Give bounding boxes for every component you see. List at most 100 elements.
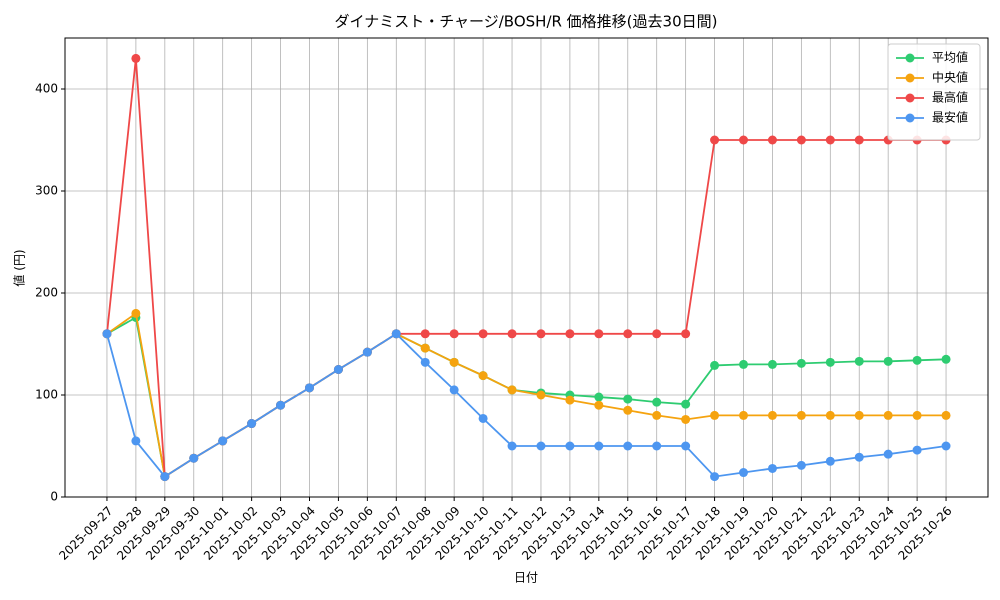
data-point <box>739 135 749 145</box>
data-point <box>536 441 546 451</box>
data-point <box>767 359 777 369</box>
chart-title: ダイナミスト・チャージ/BOSH/R 価格推移(過去30日間) <box>335 13 718 31</box>
data-point <box>767 410 777 420</box>
data-point <box>131 436 141 446</box>
data-point <box>420 343 430 353</box>
data-point <box>854 452 864 462</box>
data-point <box>131 308 141 318</box>
data-point <box>767 135 777 145</box>
data-point <box>652 410 662 420</box>
data-point <box>796 358 806 368</box>
legend-marker <box>905 73 915 83</box>
data-point <box>825 135 835 145</box>
data-point <box>594 441 604 451</box>
data-point <box>825 357 835 367</box>
series-line <box>106 58 947 479</box>
data-point <box>941 410 951 420</box>
legend-label: 平均値 <box>932 50 968 65</box>
data-point <box>941 354 951 364</box>
y-tick-label: 400 <box>35 82 58 96</box>
legend-label: 最高値 <box>932 90 968 105</box>
data-point <box>710 410 720 420</box>
data-point <box>623 329 633 339</box>
data-point <box>276 400 286 410</box>
data-point <box>449 357 459 367</box>
data-point <box>767 463 777 473</box>
data-point <box>391 329 401 339</box>
data-point <box>652 397 662 407</box>
data-point <box>739 410 749 420</box>
y-tick-label: 200 <box>35 286 58 300</box>
data-point <box>189 453 199 463</box>
data-point <box>825 456 835 466</box>
plot-frame <box>64 37 989 498</box>
data-point <box>854 356 864 366</box>
data-point <box>102 329 112 339</box>
data-point <box>681 399 691 409</box>
data-point <box>362 347 372 357</box>
data-point <box>507 329 517 339</box>
legend-label: 中央値 <box>932 70 968 85</box>
data-point <box>565 329 575 339</box>
data-point <box>796 135 806 145</box>
data-point <box>883 410 893 420</box>
legend-marker <box>905 113 915 123</box>
data-point <box>478 371 488 381</box>
data-point <box>623 394 633 404</box>
data-point <box>507 441 517 451</box>
legend-marker <box>905 53 915 63</box>
legend-marker <box>905 93 915 103</box>
data-point <box>420 357 430 367</box>
data-point <box>652 329 662 339</box>
data-point <box>623 405 633 415</box>
data-point <box>594 329 604 339</box>
y-axis-label: 値 (円) <box>12 249 27 286</box>
data-point <box>333 365 343 374</box>
data-point <box>681 441 691 451</box>
data-point <box>507 385 517 395</box>
data-point <box>854 135 864 145</box>
data-point <box>796 410 806 420</box>
data-point <box>854 410 864 420</box>
data-point <box>449 385 459 395</box>
data-point <box>420 329 430 339</box>
data-point <box>710 135 720 145</box>
data-point <box>623 441 633 451</box>
data-point <box>565 395 575 405</box>
y-tick-label: 300 <box>35 184 58 198</box>
data-point <box>912 445 922 455</box>
x-axis-label: 日付 <box>514 571 538 585</box>
data-point <box>912 355 922 365</box>
data-point <box>131 53 141 63</box>
data-point <box>652 441 662 451</box>
data-point <box>681 414 691 424</box>
data-point <box>883 449 893 459</box>
data-point <box>912 410 922 420</box>
data-point <box>710 472 720 482</box>
data-point <box>594 400 604 410</box>
data-point <box>565 441 575 451</box>
data-point <box>247 419 257 429</box>
data-point <box>594 392 604 402</box>
data-point <box>478 329 488 339</box>
data-point <box>825 410 835 420</box>
data-point <box>681 329 691 339</box>
y-tick-label: 100 <box>35 388 58 402</box>
data-point <box>218 436 228 446</box>
data-point <box>536 390 546 400</box>
series-line <box>106 332 947 478</box>
y-tick-label: 0 <box>50 490 58 504</box>
data-point <box>739 468 749 478</box>
data-point <box>160 472 170 482</box>
data-point <box>449 329 459 339</box>
series-line <box>106 316 947 479</box>
data-point <box>710 360 720 370</box>
data-point <box>796 460 806 470</box>
data-point <box>941 441 951 451</box>
legend-label: 最安値 <box>932 110 968 125</box>
data-point <box>304 383 314 393</box>
data-point <box>883 356 893 366</box>
data-point <box>478 413 488 423</box>
data-point <box>739 359 749 369</box>
